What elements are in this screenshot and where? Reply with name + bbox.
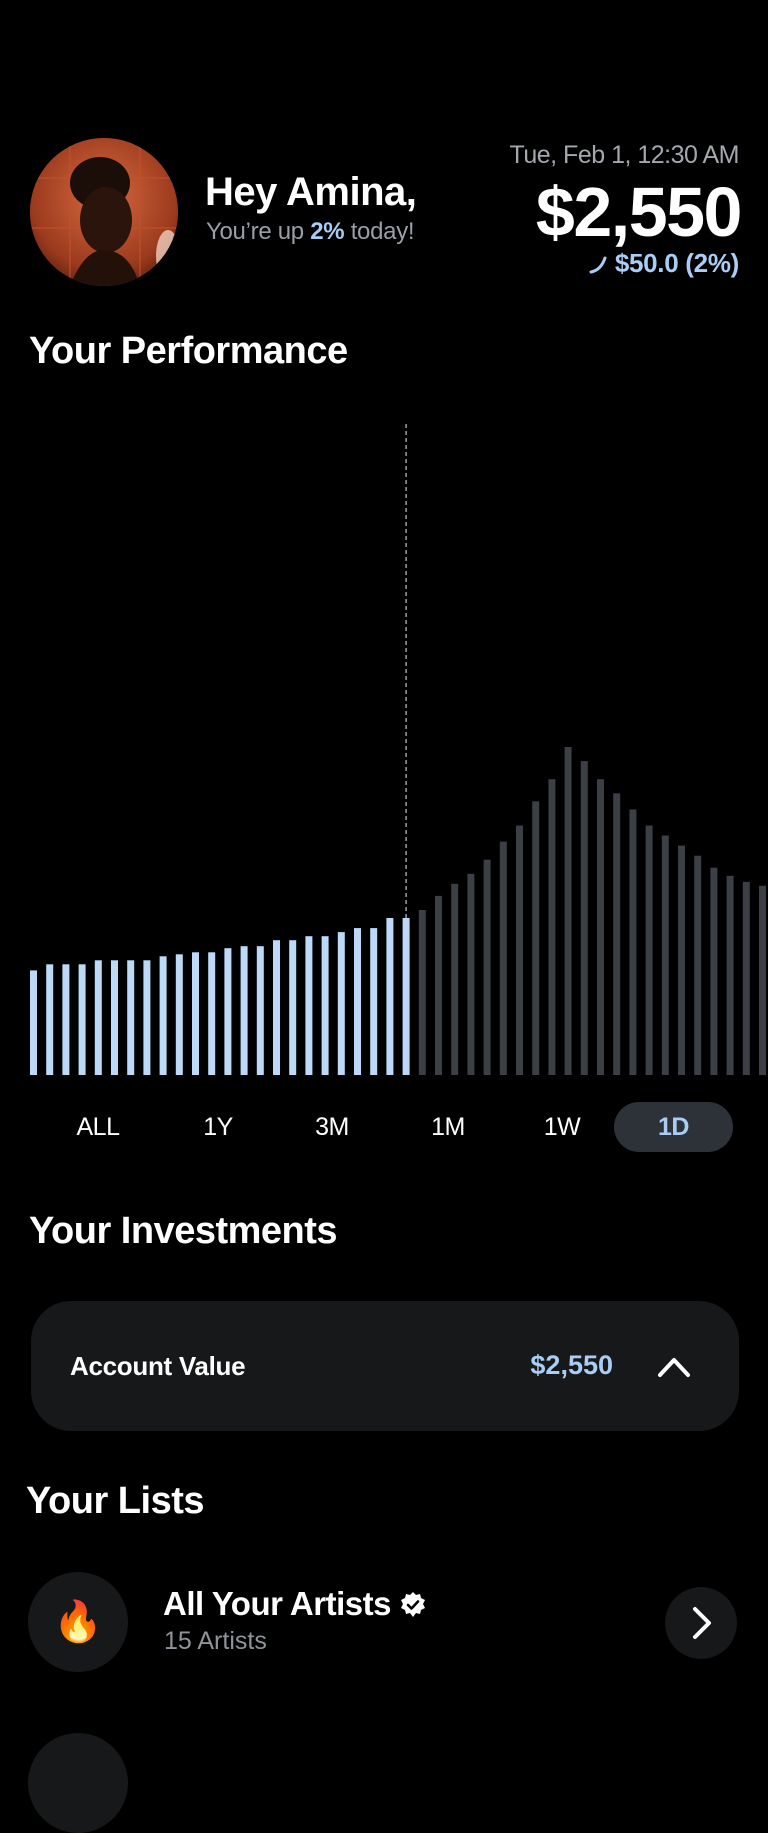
chart-bar (418, 910, 426, 1075)
range-1y[interactable]: 1Y (203, 1113, 233, 1141)
change-value: $50.0 (2%) (614, 248, 739, 278)
account-value-card[interactable]: Account Value $2,550 (31, 1301, 739, 1431)
chart-bar (370, 928, 378, 1075)
chart-bar (451, 883, 459, 1075)
range-1m[interactable]: 1M (431, 1113, 465, 1141)
list-item-subtitle: 15 Artists (164, 1627, 267, 1655)
chart-bar (240, 946, 248, 1075)
list-item-title[interactable]: All Your Artists (163, 1585, 427, 1623)
chart-bar (192, 952, 199, 1075)
chart-bar (678, 845, 685, 1075)
list-title-text: All Your Artists (163, 1585, 391, 1622)
range-3m[interactable]: 3M (315, 1113, 349, 1141)
chart-bar (175, 954, 183, 1075)
chart-bar (483, 859, 491, 1075)
range-all[interactable]: ALL (76, 1113, 120, 1141)
chart-bar (224, 948, 232, 1075)
chart-bar (94, 960, 102, 1075)
chart-bar (645, 825, 653, 1075)
chart-bar (289, 940, 297, 1075)
range-1w[interactable]: 1W (543, 1113, 581, 1141)
chart-bar (208, 952, 216, 1075)
open-list-button[interactable] (665, 1587, 737, 1659)
balance: $2,550 (535, 173, 743, 251)
chart-bar (580, 761, 588, 1075)
chart-bar (143, 960, 151, 1075)
chart-bar (62, 964, 70, 1075)
list-item-icon (28, 1733, 128, 1833)
chart-bar (548, 779, 556, 1075)
chart-bar (759, 885, 766, 1075)
chart-bar (564, 747, 572, 1075)
chart-bar (742, 881, 750, 1075)
chart-bar (661, 835, 669, 1075)
performance-chart[interactable] (0, 400, 768, 1090)
chart-bar (597, 779, 604, 1075)
chart-bar (516, 825, 523, 1075)
chart-bar (78, 964, 86, 1075)
chart-bar (435, 895, 442, 1075)
chevron-up-icon[interactable] (657, 1351, 691, 1381)
greeting-subtitle: You’re up 2% today! (206, 218, 415, 246)
performance-title: Your Performance (29, 330, 348, 372)
account-value: $2,550 (530, 1350, 613, 1380)
chart-bar (532, 801, 540, 1075)
trend-up-icon (589, 256, 607, 274)
lists-title: Your Lists (26, 1480, 205, 1522)
chart-bar (30, 970, 37, 1075)
subtitle-suffix: today! (350, 218, 415, 245)
chart-bar (321, 936, 329, 1075)
chart-bar (726, 875, 734, 1075)
chart-bar (159, 956, 167, 1075)
range-1d[interactable]: 1D (614, 1102, 733, 1152)
chart-bar (111, 960, 118, 1075)
balance-change: $50.0 (2%) (589, 248, 739, 279)
chart-bar (629, 809, 637, 1075)
subtitle-prefix: You’re up (206, 218, 304, 245)
current-date: Tue, Feb 1, 12:30 AM (509, 141, 740, 169)
time-range-selector: ALL 1Y 3M 1M 1W 1D (30, 1102, 733, 1152)
fire-icon: 🔥 (28, 1572, 128, 1672)
chart-bar (46, 964, 54, 1075)
chart-bar (305, 936, 313, 1075)
chart-bar (127, 960, 135, 1075)
chart-bar (337, 932, 345, 1075)
chart-bar (694, 855, 702, 1075)
investments-title: Your Investments (29, 1210, 338, 1252)
chart-bar (710, 867, 718, 1075)
chart-bar (256, 946, 264, 1075)
greeting: Hey Amina, (205, 170, 417, 214)
chart-bar (467, 873, 475, 1075)
chart-bar (402, 918, 410, 1075)
avatar[interactable] (30, 138, 178, 286)
chart-bar (273, 940, 280, 1075)
chart-bar (386, 918, 394, 1075)
chart-bar (354, 928, 361, 1075)
chart-bar (613, 793, 621, 1075)
chart-bar (499, 841, 507, 1075)
chevron-right-icon (693, 1607, 711, 1639)
subtitle-highlight: 2% (310, 218, 345, 245)
verified-badge-icon (400, 1592, 425, 1617)
account-value-label: Account Value (70, 1351, 246, 1381)
